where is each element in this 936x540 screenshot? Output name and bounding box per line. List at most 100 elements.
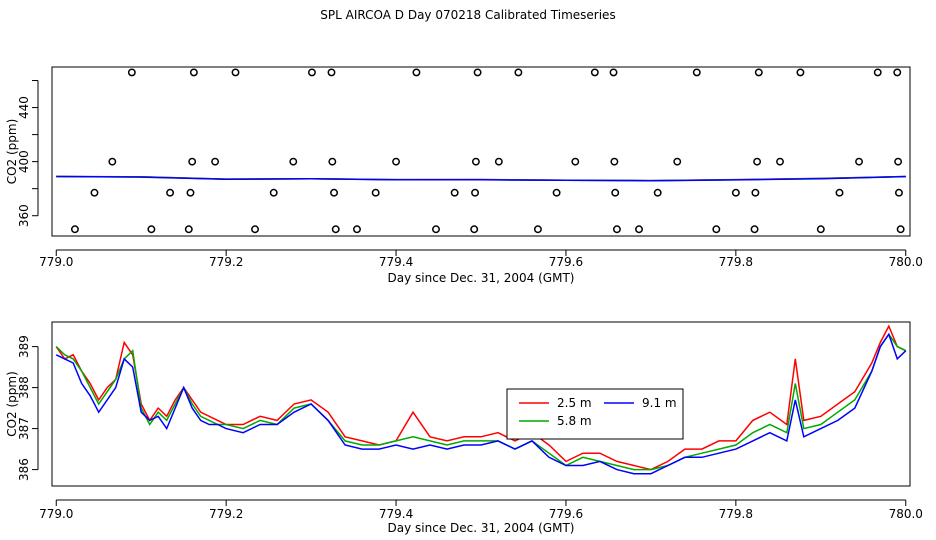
data-point (269, 188, 278, 197)
data-point (750, 225, 759, 234)
x-tick-label: 780.0 (889, 255, 923, 269)
data-point (470, 225, 479, 234)
data-point (612, 225, 621, 234)
data-point (796, 68, 805, 77)
x-tick-label: 779.6 (549, 507, 583, 521)
plot-area (55, 324, 907, 475)
y-tick-label: 440 (17, 96, 31, 119)
chart-title: SPL AIRCOA D Day 070218 Calibrated Times… (320, 8, 616, 22)
data-point (590, 68, 599, 77)
data-point (432, 225, 440, 234)
x-tick-label: 779.2 (209, 507, 243, 521)
legend: 2.5 m 5.8 m 9.1 m (506, 388, 684, 440)
data-point (412, 68, 421, 77)
data-point (896, 225, 905, 234)
y-tick-label: 400 (17, 150, 31, 173)
data-point (893, 68, 902, 77)
data-point (533, 225, 542, 234)
data-point (328, 157, 337, 166)
data-point (816, 225, 825, 234)
data-point (307, 68, 316, 77)
legend-box (506, 388, 684, 440)
data-point (653, 188, 662, 197)
plot-frame (51, 321, 911, 487)
data-point (450, 188, 459, 197)
x-tick-label: 779.0 (39, 255, 73, 269)
series-line-9-1-m (55, 332, 907, 475)
data-point (371, 188, 380, 197)
data-point (70, 225, 79, 234)
x-tick-label: 779.2 (209, 255, 243, 269)
data-point (712, 225, 721, 234)
legend-label: 9.1 m (642, 396, 677, 410)
plot-area (56, 68, 906, 234)
data-point (692, 68, 701, 77)
data-point (251, 225, 259, 234)
y-tick-label: 386 (17, 458, 31, 481)
series-line-5-8-m (55, 332, 907, 471)
data-point (751, 188, 760, 197)
data-point (188, 157, 197, 166)
y-axis-label: CO2 (ppm) (5, 119, 19, 185)
data-point (855, 157, 863, 166)
data-point (895, 188, 903, 197)
x-axis-label: Day since Dec. 31, 2004 (GMT) (388, 271, 575, 285)
bottom-panel: 779.0 779.2 779.4 779.6 779.8 780.0 Day since … (5, 321, 923, 535)
data-point (90, 188, 99, 197)
data-point (609, 68, 618, 77)
y-axis-label: CO2 (ppm) (5, 371, 19, 437)
data-point (610, 157, 619, 166)
x-tick-label: 779.6 (549, 255, 583, 269)
data-point (731, 188, 740, 197)
data-point (673, 157, 682, 166)
data-point (894, 157, 903, 166)
data-point (166, 188, 175, 197)
data-point (473, 68, 482, 77)
x-tick-label: 779.8 (719, 255, 753, 269)
data-point (776, 157, 784, 166)
data-point (147, 225, 156, 234)
top-panel: 779.0 779.2 779.4 779.6 779.8 780.0 Day since … (5, 66, 923, 285)
y-tick-label: 389 (17, 335, 31, 358)
data-point (392, 157, 400, 166)
data-point (471, 157, 480, 166)
data-point (611, 188, 620, 197)
data-point (184, 225, 193, 234)
data-point (835, 188, 844, 197)
y-tick-label: 388 (17, 376, 31, 399)
series-line-2-5-m (55, 324, 907, 471)
data-point (514, 68, 523, 77)
x-tick-label: 779.4 (379, 507, 413, 521)
data-point (289, 157, 298, 166)
data-point (353, 225, 361, 234)
data-point (753, 157, 762, 166)
x-tick-label: 779.0 (39, 507, 73, 521)
data-point (754, 68, 763, 77)
data-point (552, 188, 561, 197)
data-point (108, 157, 117, 166)
data-point (127, 68, 136, 77)
data-point (186, 188, 195, 197)
data-point (330, 188, 338, 197)
data-point (873, 68, 882, 77)
legend-label: 2.5 m (557, 396, 592, 410)
data-point (635, 225, 643, 234)
series-line-2 (56, 175, 906, 182)
data-point (471, 188, 480, 197)
data-point (327, 68, 336, 77)
x-tick-label: 780.0 (889, 507, 923, 521)
data-point (231, 68, 240, 77)
legend-label: 5.8 m (557, 414, 592, 428)
plot-frame (51, 66, 911, 237)
y-tick-label: 360 (17, 204, 31, 227)
data-point (494, 157, 503, 166)
data-point (211, 157, 220, 166)
data-point (571, 157, 580, 166)
x-tick-label: 779.8 (719, 507, 753, 521)
x-tick-label: 779.4 (379, 255, 413, 269)
data-point (331, 225, 340, 234)
y-tick-label: 387 (17, 417, 31, 440)
x-axis-label: Day since Dec. 31, 2004 (GMT) (388, 521, 575, 535)
data-point (189, 68, 198, 77)
